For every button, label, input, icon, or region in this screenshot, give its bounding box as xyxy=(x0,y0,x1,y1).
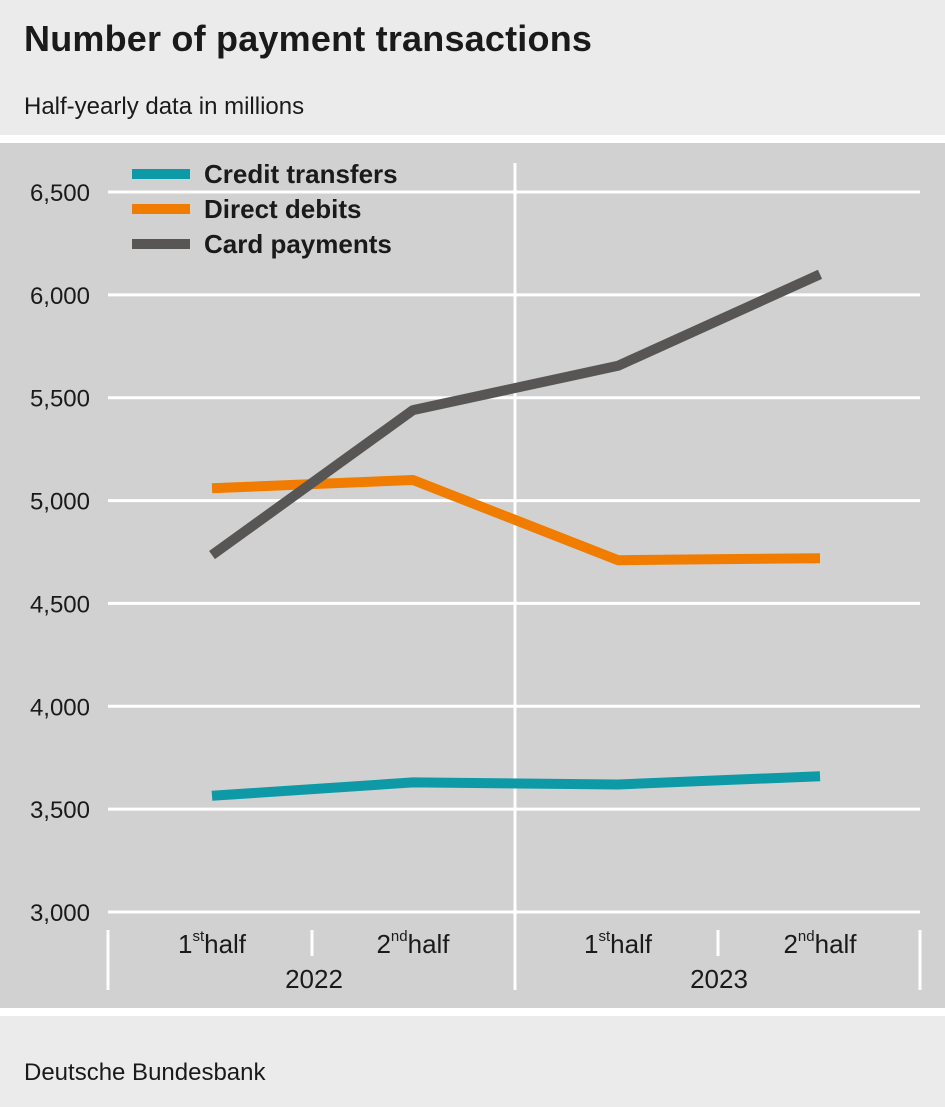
legend-label: Direct debits xyxy=(204,194,362,224)
series-line-card-payments xyxy=(209,269,823,560)
chart-subtitle: Half-yearly data in millions xyxy=(24,93,305,120)
y-tick-label: 5,500 xyxy=(30,386,90,413)
chart-area: 3,000 3,500 4,000 4,500 5,000 5,500 6,000 6,500… xyxy=(0,143,945,1008)
chart-title: Number of payment transactions xyxy=(24,18,593,59)
bottom-divider xyxy=(0,1008,945,1016)
x-tick-label: 1sthalf xyxy=(178,928,247,959)
year-label-2022: 2022 xyxy=(285,964,343,994)
y-tick-label: 6,000 xyxy=(30,283,90,310)
y-tick-label: 6,500 xyxy=(30,180,90,207)
legend-item: Credit transfers xyxy=(132,159,398,189)
legend-item: Direct debits xyxy=(132,194,362,224)
legend-label: Card payments xyxy=(204,229,392,259)
series-line-credit-transfers xyxy=(211,771,821,801)
chart-footer: Deutsche Bundesbank xyxy=(0,1016,945,1107)
top-divider xyxy=(0,135,945,143)
chart-header: Number of payment transactions Half-year… xyxy=(0,0,945,135)
y-tick-label: 3,000 xyxy=(30,900,90,927)
legend-item: Card payments xyxy=(132,229,392,259)
year-label-2023: 2023 xyxy=(690,964,748,994)
y-tick-label: 4,500 xyxy=(30,591,90,618)
x-tick-label: 2ndhalf xyxy=(376,928,450,959)
y-tick-label: 4,000 xyxy=(30,694,90,721)
x-tick-label: 1sthalf xyxy=(584,928,653,959)
line-chart: 3,000 3,500 4,000 4,500 5,000 5,500 6,000 6,500… xyxy=(0,143,945,1008)
legend-label: Credit transfers xyxy=(204,159,398,189)
x-tick-label: 2ndhalf xyxy=(783,928,857,959)
plot-background xyxy=(0,143,945,1008)
y-tick-label: 3,500 xyxy=(30,797,90,824)
y-tick-label: 5,000 xyxy=(30,489,90,516)
source-label: Deutsche Bundesbank xyxy=(24,1059,266,1086)
